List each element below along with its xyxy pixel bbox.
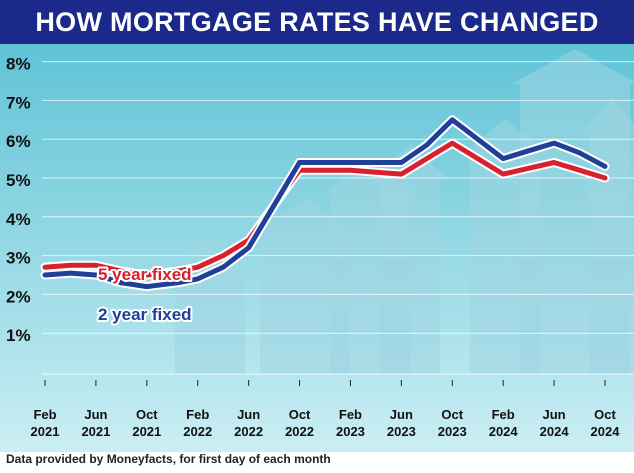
x-tick-month: Jun [390,407,413,422]
chart-title: HOW MORTGAGE RATES HAVE CHANGED [35,6,599,37]
series-line-5-year-fixed [42,140,608,278]
series-label-5-year-fixed: 5 year fixed [98,265,192,284]
grid [42,61,634,375]
series-label-halo: 5 year fixed [98,265,192,284]
series-line-2-year-fixed [42,117,608,290]
series-label-halo: 2 year fixed [98,305,192,324]
x-tick-month: Oct [594,407,616,422]
y-axis-ticks: 1% 2% 3% 4% 5% 6% 7% 8% [6,55,31,346]
x-tick-month: Oct [136,407,158,422]
x-tick-year: 2021 [81,424,110,439]
title-bar: HOW MORTGAGE RATES HAVE CHANGED [0,0,634,44]
x-tick-year: 2023 [336,424,365,439]
x-tick-month: Oct [289,407,311,422]
x-tick-year: 2022 [234,424,263,439]
x-tick-month: Jun [543,407,566,422]
y-tick-label: 4% [6,210,31,229]
x-tick-year: 2022 [183,424,212,439]
series-label-2-year-fixed: 2 year fixed [98,305,192,324]
y-tick-label: 2% [6,287,31,306]
x-tick-month: Feb [339,407,362,422]
x-tick-year: 2023 [438,424,467,439]
x-tick-month: Oct [441,407,463,422]
series-lines [40,115,610,292]
x-tick-month: Feb [186,407,209,422]
background-houses-illustration [167,49,634,374]
x-tick-month: Feb [33,407,56,422]
house-shape [380,179,440,374]
x-tick-year: 2021 [31,424,60,439]
roof-shape [512,49,634,84]
x-tick-month: Feb [492,407,515,422]
roof-shape [582,99,634,134]
x-tick-year: 2021 [132,424,161,439]
y-tick-label: 5% [6,171,31,190]
x-tick-year: 2024 [540,424,570,439]
y-tick-label: 6% [6,132,31,151]
x-tick-year: 2023 [387,424,416,439]
line-chart: 1%2%3%4%5%6%7%8% Feb2021Jun2021Oct2021Fe… [0,44,634,452]
y-tick-label: 7% [6,93,31,112]
x-tick-month: Jun [237,407,260,422]
x-axis-ticks: Feb 2021 Jun 2021 Oct 2021 Feb 2022 Jun 2022 Oct 20… [31,380,621,439]
y-tick-label: 1% [6,326,31,345]
source-note: Data provided by Moneyfacts, for first d… [6,452,331,466]
x-tick-year: 2022 [285,424,314,439]
y-tick-label: 8% [6,55,31,74]
x-tick-year: 2024 [489,424,519,439]
x-tick-year: 2024 [591,424,621,439]
x-tick-month: Jun [84,407,107,422]
y-tick-label: 3% [6,249,31,268]
house-shape [175,274,245,374]
house-shape [590,134,634,374]
